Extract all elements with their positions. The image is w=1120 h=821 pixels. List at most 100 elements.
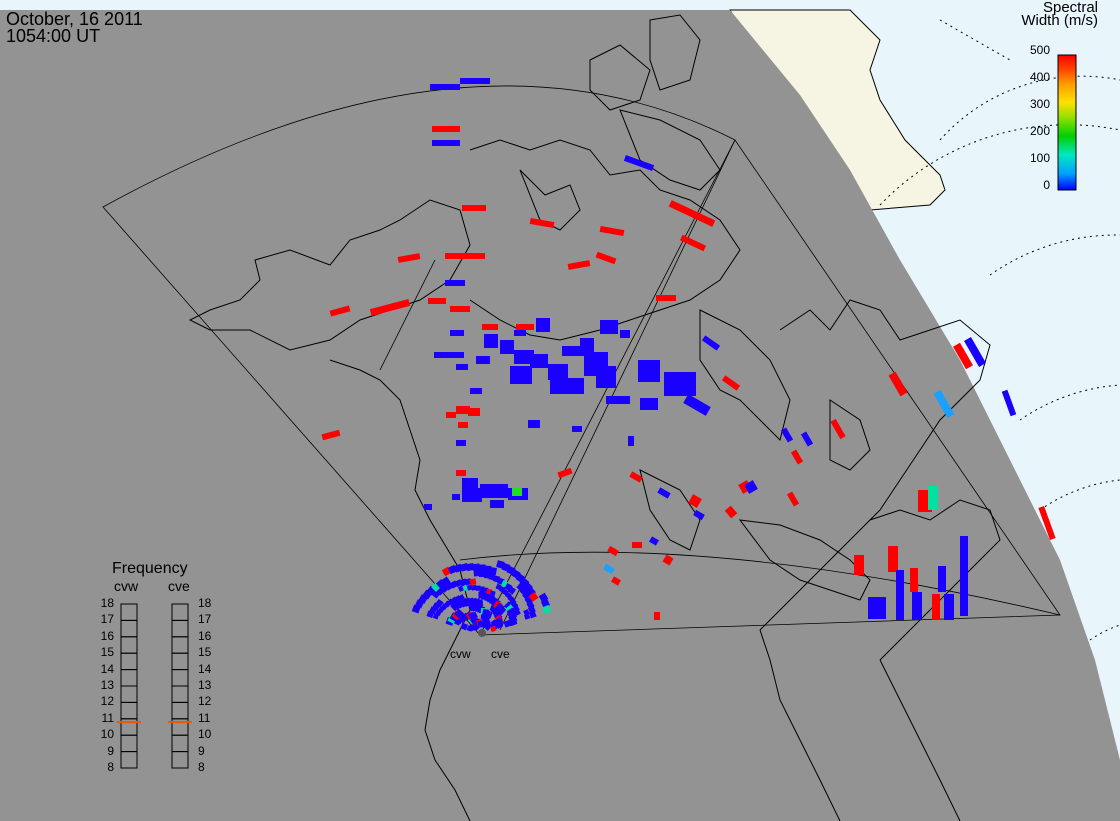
date-label: October, 16 2011 — [6, 9, 143, 29]
scatter-cell — [953, 342, 973, 370]
scatter-cell — [397, 253, 421, 263]
scatter-cell — [468, 408, 480, 416]
scatter-cell — [640, 398, 658, 410]
scatter-cell — [508, 617, 518, 627]
colorbar-tick-500: 500 — [1029, 43, 1050, 57]
scatter-cell — [693, 509, 705, 521]
frequency-tick-right-8: 8 — [198, 760, 205, 774]
frequency-tick-left-10: 10 — [100, 727, 114, 742]
scatter-cell — [475, 599, 484, 607]
scatter-cell — [536, 318, 550, 332]
frequency-tick-right-17: 17 — [198, 612, 212, 627]
scatter-cell — [454, 608, 464, 619]
colorbar-gradient — [1057, 54, 1077, 191]
scatter-cell — [780, 427, 794, 443]
scatter-cell — [664, 372, 696, 396]
scatter-cell — [933, 389, 955, 419]
scatter-cell — [484, 334, 498, 348]
scatter-cell — [896, 570, 904, 620]
night-region — [0, 10, 1120, 821]
scatter-cell — [830, 418, 846, 440]
colorbar — [1057, 54, 1077, 191]
scatter-cell — [1001, 389, 1017, 417]
scatter-cell — [445, 253, 485, 259]
scatter-cell — [542, 604, 552, 614]
scatter-cell — [479, 622, 485, 628]
frequency-tick-left-12: 12 — [100, 694, 114, 709]
scatter-cell — [450, 306, 470, 312]
scatter-cell — [530, 354, 548, 368]
frequency-tick-right-10: 10 — [198, 727, 212, 742]
colorbar-tick-400: 400 — [1029, 70, 1050, 84]
time-label: 1054:00 UT — [6, 26, 101, 46]
scatter-cell — [800, 431, 814, 447]
frequency-cell — [120, 751, 138, 769]
scatter-cell — [606, 396, 630, 404]
scatter-cell — [462, 488, 482, 502]
scatter-cell — [944, 594, 954, 620]
scatter-cell — [482, 324, 498, 330]
scatter-cell — [462, 205, 486, 211]
scatter-cell — [479, 571, 485, 577]
scatter-cell — [500, 340, 514, 354]
scatter-cell — [888, 371, 908, 397]
colorbar-tick-300: 300 — [1029, 97, 1050, 111]
scatter-cell — [469, 611, 478, 620]
scatter-cell — [932, 594, 940, 620]
scatter-cell — [434, 352, 464, 358]
scatter-cell — [701, 335, 721, 351]
scatter-cell — [472, 563, 481, 572]
frequency-tick-right-14: 14 — [198, 661, 212, 676]
scatter-cell — [432, 126, 460, 132]
scatter-cell — [790, 449, 804, 465]
scatter-cell — [495, 620, 504, 629]
scatter-cell — [888, 546, 898, 572]
colorbar-tick-0: 0 — [1043, 178, 1050, 192]
scatter-cell — [512, 488, 522, 496]
scatter-cell — [514, 350, 534, 364]
frequency-tick-right-15: 15 — [198, 645, 212, 660]
scatter-cell — [440, 576, 451, 587]
scatter-cell — [472, 623, 480, 631]
scatter-cell — [435, 598, 444, 608]
scatter-cell — [607, 545, 619, 557]
scatter-cell — [550, 378, 584, 394]
scatter-cell — [662, 554, 674, 566]
scatter-cell — [572, 426, 582, 432]
scatter-cell — [548, 364, 568, 380]
coastlines — [188, 14, 1001, 821]
scatter-cell — [649, 536, 659, 546]
scatter-cell — [446, 412, 456, 418]
scatter-cell — [632, 542, 642, 548]
scatter-cell — [557, 467, 573, 479]
scatter-cell — [473, 569, 481, 577]
scatter-cell — [964, 337, 986, 367]
scatter-cell — [638, 360, 660, 382]
scatter-cell — [654, 612, 660, 620]
scatter-cell — [623, 155, 655, 171]
frequency-tick-left-13: 13 — [100, 678, 114, 692]
scatter-cell — [567, 260, 591, 270]
scatter-cell — [600, 320, 618, 334]
scatter-cell — [369, 298, 411, 317]
site-label-cve: cve — [491, 647, 510, 661]
scatter-cell — [460, 78, 490, 84]
scatter-cell — [611, 576, 621, 586]
scatter-cell — [430, 84, 460, 90]
scatter-cell — [489, 590, 496, 597]
scatter-cell — [629, 471, 643, 483]
scatter-cell — [1038, 505, 1056, 541]
scatter-cell — [683, 394, 711, 416]
scatter-cell — [528, 610, 537, 619]
scatter-cell — [928, 486, 938, 510]
scatter-cell — [628, 436, 634, 446]
scatter-cell — [490, 625, 497, 633]
scatter-cell — [744, 480, 758, 494]
frequency-tick-right-16: 16 — [198, 628, 212, 643]
scatter-cell — [679, 234, 707, 252]
scatter-cell — [456, 440, 466, 446]
scatter-cell — [562, 346, 590, 356]
scatter-cell — [523, 613, 531, 620]
colorbar-tick-200: 200 — [1029, 124, 1050, 138]
